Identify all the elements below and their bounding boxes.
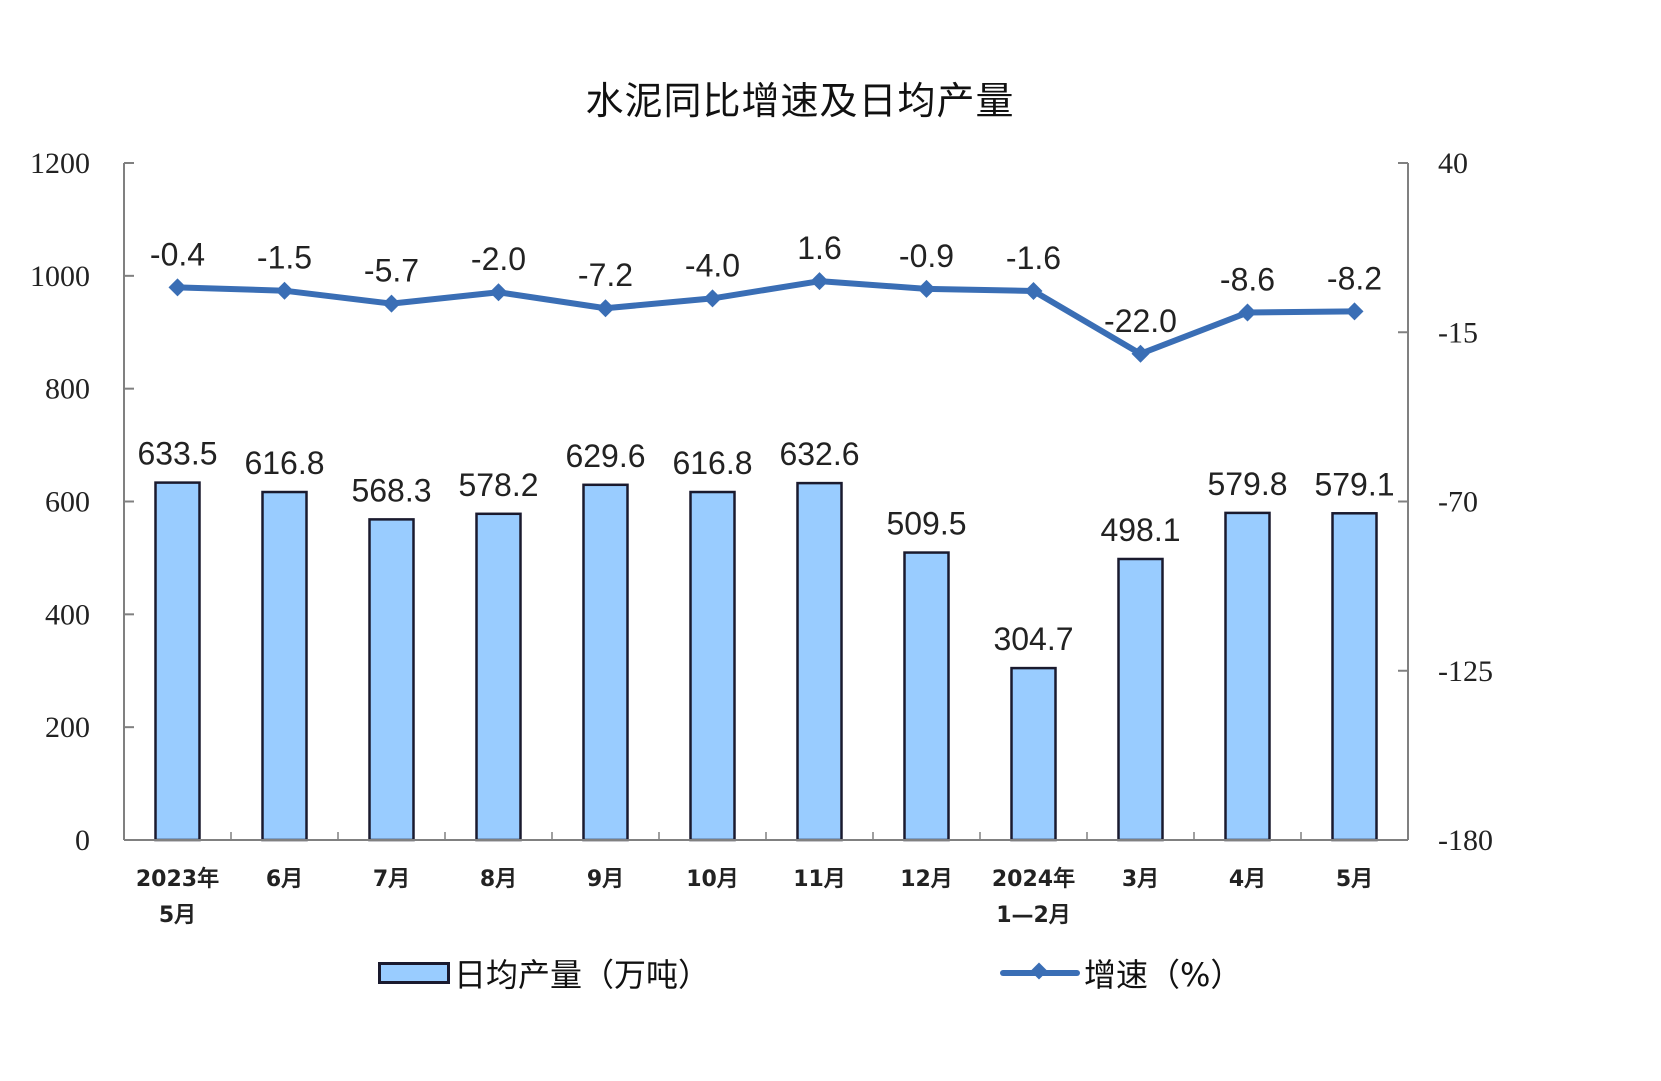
bar-value-label: 498.1 <box>1100 512 1180 548</box>
diamond-marker-icon <box>168 278 187 297</box>
bar-value-label: 579.1 <box>1314 466 1394 502</box>
bar-value-label: 632.6 <box>779 436 859 472</box>
bar-value-label: 509.5 <box>886 506 966 542</box>
x-axis-category-label: 4月 <box>1229 867 1266 892</box>
growth-rate-line <box>177 278 1355 357</box>
left-axis-tick-label: 400 <box>45 598 90 631</box>
left-axis-tick-label: 800 <box>45 373 90 406</box>
chart-title: 水泥同比增速及日均产量 <box>585 79 1015 123</box>
x-axis-category-label: 1—2月 <box>996 903 1071 928</box>
bar <box>1224 511 1271 842</box>
bar-series <box>154 481 1378 842</box>
x-axis-category-label: 5月 <box>159 903 196 928</box>
left-axis-tick-label: 1000 <box>30 260 90 293</box>
bar-value-label: 616.8 <box>244 445 324 481</box>
diamond-marker-icon <box>917 279 936 298</box>
diamond-marker-icon <box>489 283 508 302</box>
bar-value-label: 616.8 <box>672 445 752 481</box>
x-axis-category-label: 7月 <box>373 867 410 892</box>
right-axis-tick-label: 40 <box>1438 147 1468 180</box>
x-axis-category-label: 11月 <box>793 867 846 892</box>
legend-bar-swatch-icon <box>378 962 450 984</box>
growth-value-label: -5.7 <box>364 253 419 289</box>
diamond-marker-icon <box>810 272 829 291</box>
growth-value-label: -1.5 <box>257 240 312 276</box>
x-axis-category-label: 9月 <box>587 867 624 892</box>
data-labels: 633.5 616.8 568.3 578.2 629.6 616.8 632.6 509.5… <box>137 230 1394 657</box>
legend-line-marker-icon <box>1000 970 1080 976</box>
axes: 0 200 400 600 800 1000 1200 -180 -125 -70 -15 40 202… <box>30 147 1493 928</box>
bar-value-label: 629.6 <box>565 438 645 474</box>
diamond-marker-icon <box>703 289 722 308</box>
growth-value-label: -22.0 <box>1104 303 1177 339</box>
bar <box>1010 666 1057 842</box>
bar <box>689 490 736 842</box>
legend-label-growth-rate: 增速（%） <box>1084 956 1243 994</box>
diamond-marker-icon <box>1131 344 1150 363</box>
right-axis-tick-label: -180 <box>1438 824 1493 857</box>
bar-value-label: 568.3 <box>351 472 431 508</box>
x-axis-category-label: 6月 <box>266 867 303 892</box>
diamond-marker-icon <box>382 294 401 313</box>
left-axis-tick-label: 200 <box>45 711 90 744</box>
growth-value-label: -7.2 <box>578 257 633 293</box>
bar-value-label: 578.2 <box>458 467 538 503</box>
bar <box>368 518 415 842</box>
x-axis-category-label: 10月 <box>686 867 739 892</box>
bar <box>261 490 308 842</box>
bar <box>796 481 843 842</box>
x-axis-category-label: 8月 <box>480 867 517 892</box>
right-axis-tick-label: -125 <box>1438 655 1493 688</box>
diamond-marker-icon <box>275 281 294 300</box>
x-axis-category-label: 3月 <box>1122 867 1159 892</box>
x-axis-category-label: 2023年 <box>136 866 219 892</box>
growth-value-label: -0.4 <box>150 236 205 272</box>
diamond-marker-icon <box>596 299 615 318</box>
legend-item-daily-output: 日均产量（万吨） <box>378 950 710 996</box>
x-axis-category-label: 5月 <box>1336 867 1373 892</box>
bar-value-label: 304.7 <box>993 621 1073 657</box>
growth-value-label: 1.6 <box>797 230 841 266</box>
growth-value-label: -2.0 <box>471 241 526 277</box>
legend-label-daily-output: 日均产量（万吨） <box>454 956 711 994</box>
left-axis-tick-label: 600 <box>45 486 90 519</box>
growth-value-label: -8.2 <box>1327 260 1382 296</box>
growth-value-label: -0.9 <box>899 238 954 274</box>
bar <box>1117 557 1164 842</box>
bar <box>154 481 201 842</box>
right-axis-tick-label: -15 <box>1438 316 1478 349</box>
right-axis-tick-label: -70 <box>1438 486 1478 519</box>
growth-value-label: -8.6 <box>1220 262 1275 298</box>
line-series <box>168 272 1364 363</box>
left-axis-tick-label: 0 <box>75 824 90 857</box>
bar <box>903 551 950 842</box>
bar <box>475 512 522 842</box>
bar <box>1331 512 1378 842</box>
legend-item-growth-rate: 增速（%） <box>1000 950 1242 996</box>
growth-value-label: -1.6 <box>1006 240 1061 276</box>
left-axis-tick-label: 1200 <box>30 147 90 180</box>
bar-value-label: 633.5 <box>137 436 217 472</box>
bar <box>582 483 629 842</box>
bar-value-label: 579.8 <box>1207 466 1287 502</box>
diamond-marker-icon <box>1024 282 1043 301</box>
x-axis-category-label: 12月 <box>900 867 953 892</box>
diamond-marker-icon <box>1345 302 1364 321</box>
growth-value-label: -4.0 <box>685 247 740 283</box>
x-axis-category-label: 2024年 <box>992 866 1075 892</box>
diamond-marker-icon <box>1238 303 1257 322</box>
